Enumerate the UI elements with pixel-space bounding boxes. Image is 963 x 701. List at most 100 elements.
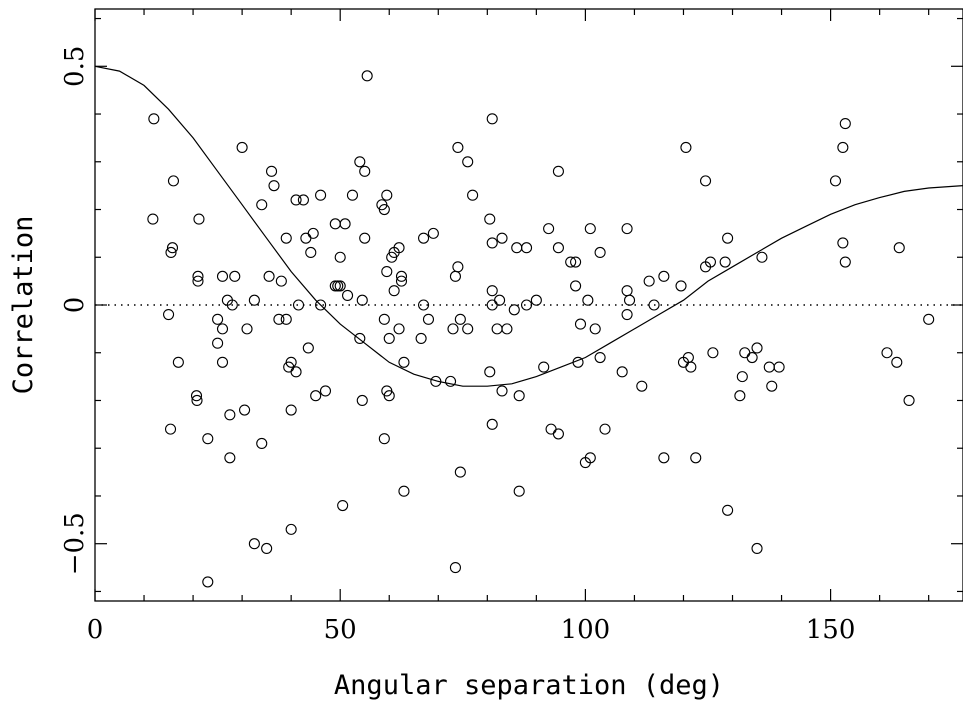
data-point [395,275,408,287]
data-point [378,433,390,445]
data-point [386,251,398,263]
data-point [486,113,498,125]
data-point [584,223,596,235]
data-point [484,366,496,378]
data-point [285,404,297,416]
data-point [297,194,309,206]
data-point [658,270,670,282]
data-point [263,270,275,282]
data-point [378,203,390,216]
data-point [491,323,503,335]
data-point [722,232,734,244]
data-point [339,218,351,230]
data-point [486,418,498,430]
tick-marks [94,9,963,601]
data-point [337,499,349,512]
data-point [356,394,368,407]
data-point [418,232,430,244]
data-point [165,246,177,259]
data-point [280,232,292,244]
data-point [756,251,768,263]
data-point [658,452,670,464]
data-point [501,323,513,335]
data-point [486,285,498,297]
data-point [285,356,297,368]
data-point [496,385,508,397]
data-point [224,409,236,421]
data-point [648,299,660,311]
data-point [216,323,229,335]
data-point [444,375,457,387]
data-point [589,323,601,335]
data-point [248,538,260,550]
data-point [164,423,177,435]
data-point [484,213,496,225]
data-point [675,280,687,292]
data-point [623,294,636,306]
data-point [256,437,268,450]
data-point [261,542,273,555]
y-tick-label: 0 [60,297,90,314]
data-point [447,323,459,335]
data-point [202,576,214,588]
data-point [395,270,408,282]
data-point [599,423,611,435]
data-point [229,270,241,282]
data-point [449,270,461,282]
data-point [192,270,204,282]
data-point [829,175,842,187]
data-point [315,189,327,201]
x-tick-label: 150 [806,615,856,645]
data-point [393,242,405,254]
data-point [496,232,508,244]
data-point [552,428,564,440]
data-point [290,194,302,206]
data-point [226,299,238,311]
data-point [574,318,587,330]
data-point [332,280,344,292]
data-point [236,141,248,154]
data-point [193,213,205,225]
data-point [643,275,655,287]
data-point [334,251,346,263]
data-point [452,141,464,154]
data-point [427,227,439,239]
data-point [315,299,327,311]
data-point [839,118,851,130]
data-point [565,256,577,268]
y-axis-title: Correlation [8,216,39,395]
data-point [381,266,393,278]
data-point [449,562,461,574]
data-point [552,242,564,254]
data-point [751,342,763,354]
data-point [893,242,905,254]
data-point [290,366,302,378]
data-point [467,189,479,201]
data-point [513,485,525,497]
x-tick-label: 100 [561,615,611,645]
data-point [594,351,606,364]
data-point [454,313,466,325]
model-curve [94,65,963,387]
data-point [147,213,159,225]
data-point [454,466,466,478]
data-point [699,175,712,187]
data-point [707,347,719,359]
data-point [903,394,915,407]
data-point [511,242,523,254]
x-tick-label: 50 [324,615,357,645]
data-point [248,294,260,306]
data-point [192,275,204,287]
data-point [292,299,305,311]
data-point [241,323,253,335]
data-point [166,242,179,254]
data-point [167,175,180,187]
data-point [216,356,229,368]
data-point [594,246,606,259]
data-point [685,361,697,373]
data-point [751,542,763,555]
data-point [268,180,280,192]
data-point [346,189,359,201]
data-point [621,308,633,321]
